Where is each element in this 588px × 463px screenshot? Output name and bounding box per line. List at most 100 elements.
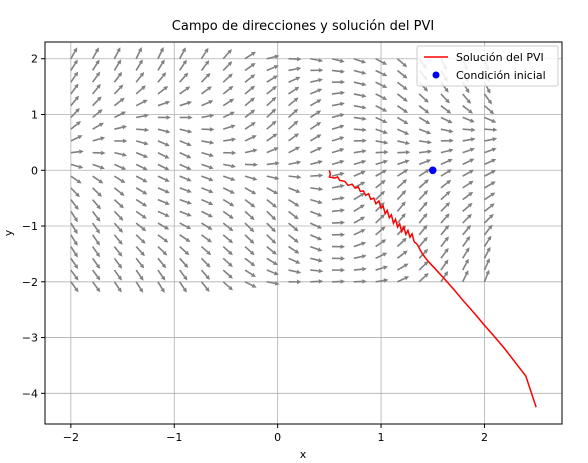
field-arrow	[179, 86, 191, 95]
field-arrow	[70, 135, 83, 142]
field-arrow	[288, 257, 301, 264]
field-arrow	[331, 136, 345, 142]
field-arrow	[353, 266, 367, 272]
field-arrow	[332, 279, 346, 284]
field-arrow	[91, 47, 99, 60]
field-arrow	[418, 213, 428, 224]
direction-field	[70, 47, 498, 293]
field-arrow	[309, 122, 322, 130]
field-arrow	[440, 190, 451, 201]
field-arrow	[70, 47, 78, 60]
field-arrow	[332, 79, 346, 85]
field-arrow	[419, 139, 433, 145]
field-arrow	[418, 190, 429, 201]
field-arrow	[462, 147, 475, 154]
field-arrow	[244, 187, 257, 195]
field-arrow	[483, 246, 491, 259]
field-arrow	[222, 98, 235, 107]
field-arrow	[332, 232, 346, 237]
field-arrow	[200, 47, 209, 60]
field-arrow	[222, 124, 236, 130]
field-arrow	[157, 175, 170, 182]
field-arrow	[375, 169, 387, 177]
field-arrow	[462, 116, 475, 123]
field-arrow	[136, 127, 150, 133]
field-arrow	[266, 222, 276, 233]
field-arrow	[222, 198, 235, 207]
field-arrow	[419, 149, 433, 154]
field-arrow	[353, 57, 367, 64]
field-arrow	[244, 74, 256, 83]
field-arrow	[113, 222, 123, 233]
legend-box	[416, 45, 559, 87]
field-arrow	[483, 213, 494, 224]
field-arrow	[375, 239, 387, 248]
field-arrow	[331, 101, 345, 107]
field-arrow	[244, 97, 255, 107]
field-arrow	[244, 245, 255, 256]
field-arrow	[222, 269, 233, 279]
field-arrow	[375, 190, 386, 201]
field-arrow	[288, 269, 302, 275]
field-arrow	[222, 49, 232, 60]
legend-marker-swatch	[432, 71, 440, 79]
field-arrow	[222, 234, 234, 244]
field-arrow	[353, 69, 367, 75]
field-arrow	[266, 161, 280, 166]
field-arrow	[200, 281, 210, 292]
field-arrow	[136, 113, 149, 119]
field-arrow	[440, 158, 453, 166]
field-arrow	[418, 128, 432, 135]
field-arrow	[91, 257, 101, 269]
field-arrow	[288, 133, 300, 142]
field-arrow	[396, 201, 406, 212]
field-arrow	[483, 235, 492, 248]
field-arrow	[375, 179, 386, 189]
field-arrow	[70, 59, 78, 71]
field-arrow	[266, 234, 277, 244]
field-arrow	[440, 213, 450, 224]
field-arrow	[484, 127, 498, 132]
field-arrow	[244, 162, 258, 167]
field-arrow	[244, 281, 257, 288]
field-arrow	[418, 116, 431, 125]
field-arrow	[484, 116, 497, 123]
field-arrow	[288, 97, 299, 107]
field-arrow	[353, 241, 367, 248]
field-arrow	[135, 210, 147, 219]
field-arrow	[331, 148, 345, 154]
field-arrow	[92, 122, 104, 130]
y-tick-label: 0	[31, 164, 38, 177]
field-arrow	[332, 256, 346, 261]
field-arrow	[244, 62, 256, 72]
field-arrow	[375, 69, 388, 77]
field-arrow	[157, 187, 170, 194]
field-arrow	[440, 224, 450, 236]
field-arrow	[157, 222, 170, 230]
plot-frame	[44, 41, 563, 425]
field-arrow	[200, 86, 212, 95]
field-arrow	[266, 269, 279, 276]
field-arrow	[178, 47, 186, 60]
field-arrow	[418, 159, 432, 166]
field-arrow	[462, 105, 473, 114]
field-arrow	[91, 59, 100, 71]
field-arrow	[288, 120, 299, 130]
field-arrow	[461, 247, 470, 259]
field-arrow	[418, 224, 428, 236]
field-arrow	[244, 122, 256, 130]
field-arrow	[310, 198, 323, 205]
field-arrow	[114, 163, 127, 170]
x-tick-label: −2	[63, 431, 79, 444]
field-arrow	[92, 136, 106, 142]
field-arrow	[70, 222, 78, 235]
field-arrow	[244, 135, 257, 142]
field-arrow	[70, 175, 82, 184]
field-arrow	[397, 128, 410, 135]
field-arrow	[135, 281, 144, 293]
field-arrow	[201, 222, 213, 230]
field-arrow	[375, 265, 389, 271]
field-arrow	[91, 222, 101, 234]
field-arrow	[462, 191, 474, 201]
field-arrow	[223, 163, 236, 169]
